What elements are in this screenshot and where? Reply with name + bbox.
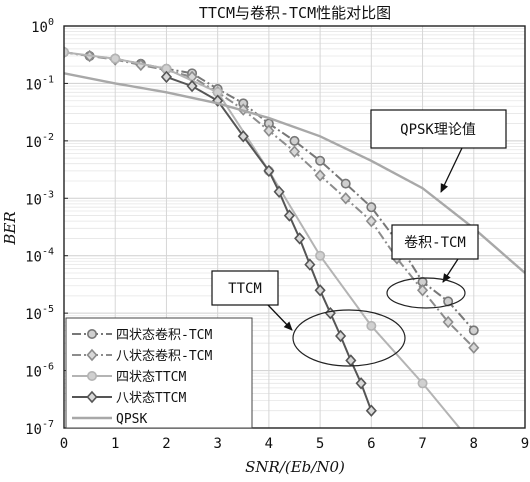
- legend-label: 四状态卷积-TCM: [116, 327, 212, 343]
- data-point: [416, 284, 429, 297]
- ttcm-annotation: TTCM: [211, 270, 406, 367]
- data-point: [263, 164, 275, 178]
- y-tick-label: 10-2: [25, 132, 54, 151]
- data-point: [87, 370, 98, 381]
- data-point: [315, 155, 326, 166]
- legend-label: 四状态TTCM: [116, 370, 186, 385]
- legend-label: 八状态卷积-TCM: [116, 348, 212, 364]
- plot-frame: [63, 25, 526, 429]
- x-tick-label: 5: [316, 436, 324, 452]
- series-4: [64, 72, 525, 274]
- data-point: [87, 328, 98, 339]
- series-line: [64, 72, 525, 274]
- data-point: [288, 145, 301, 158]
- x-tick-label: 7: [418, 436, 426, 452]
- data-point: [283, 209, 295, 222]
- data-point: [324, 306, 336, 320]
- series-3: [160, 70, 377, 417]
- data-point: [314, 169, 326, 182]
- qpsk-annotation-label: QPSK理论值: [400, 122, 476, 138]
- data-point: [366, 320, 377, 331]
- data-point: [304, 258, 316, 271]
- data-point: [340, 178, 351, 189]
- chart-title: TTCM与卷积-TCM性能对比图: [199, 4, 391, 22]
- y-ticks: 100 10-1 10-2 10-3 10-4 10-5 10-6 10-7: [25, 17, 68, 438]
- tcm-annotation-arrow: [442, 258, 459, 283]
- x-tick-label: 1: [111, 436, 119, 452]
- qpsk-annotation-box: [370, 109, 507, 149]
- data-point: [365, 214, 377, 228]
- qpsk-annotation: QPSK理论值: [370, 109, 507, 193]
- data-point: [186, 79, 198, 93]
- x-tick-label: 4: [265, 436, 273, 452]
- data-point: [345, 354, 357, 367]
- data-point: [64, 47, 69, 58]
- ttcm-annotation-ellipse: [292, 309, 406, 367]
- y-tick-label: 10-7: [25, 419, 54, 438]
- data-point: [355, 377, 367, 390]
- legend-label: 八状态TTCM: [116, 391, 186, 406]
- data-point: [340, 192, 352, 205]
- y-axis-label: BER: [1, 211, 19, 245]
- x-tick-label: 8: [470, 436, 478, 452]
- data-point: [314, 284, 326, 297]
- y-tick-label: 10-4: [25, 247, 54, 266]
- data-point: [237, 130, 249, 143]
- tcm-annotation-label: 卷积-TCM: [404, 235, 466, 251]
- data-point: [468, 325, 479, 336]
- x-ticks: 0 1 2 3 4 5 6 7 8 9: [60, 436, 529, 452]
- data-point: [417, 378, 428, 389]
- data-point: [315, 250, 326, 261]
- y-tick-label: 10-6: [25, 362, 54, 381]
- qpsk-annotation-arrow: [440, 147, 463, 193]
- y-tick-label: 10-1: [25, 74, 54, 93]
- legend: 四状态卷积-TCM 八状态卷积-TCM 四状态TTCM 八状态TTCM QPSK: [65, 317, 253, 429]
- data-point: [86, 390, 98, 404]
- data-point: [160, 70, 173, 84]
- data-point: [442, 315, 454, 329]
- tcm-annotation: 卷积-TCM: [386, 224, 479, 309]
- tcm-annotation-ellipse: [386, 277, 466, 309]
- x-tick-label: 2: [162, 436, 170, 452]
- data-point: [366, 202, 377, 213]
- y-tick-label: 10-3: [25, 189, 54, 208]
- x-axis-label: SNR/(Eb/N0): [245, 458, 345, 476]
- data-point: [289, 135, 300, 146]
- tcm-annotation-box: [391, 224, 479, 260]
- data-point: [468, 341, 480, 354]
- data-point: [365, 404, 377, 417]
- ttcm-annotation-label: TTCM: [228, 281, 262, 297]
- x-tick-label: 6: [367, 436, 375, 452]
- x-tick-label: 3: [213, 436, 221, 452]
- ttcm-annotation-arrow: [267, 304, 293, 331]
- legend-label: QPSK: [116, 412, 147, 427]
- x-tick-label: 0: [60, 436, 68, 452]
- series-layer: [64, 45, 525, 428]
- data-point: [86, 348, 98, 362]
- data-point: [273, 185, 285, 198]
- y-tick-label: 10-5: [25, 304, 54, 323]
- x-tick-label: 9: [521, 436, 529, 452]
- ttcm-annotation-box: [211, 270, 279, 306]
- data-point: [294, 232, 306, 245]
- data-point: [110, 53, 121, 64]
- data-point: [335, 329, 347, 343]
- y-tick-label: 100: [31, 17, 54, 36]
- data-point: [263, 124, 275, 137]
- legend-box: [65, 317, 253, 429]
